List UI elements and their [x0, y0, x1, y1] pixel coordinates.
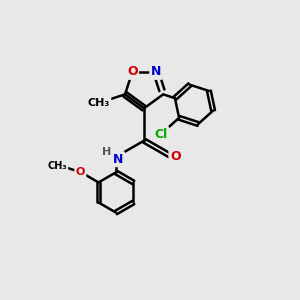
Text: O: O [127, 65, 138, 78]
Text: O: O [170, 150, 181, 163]
Text: N: N [151, 65, 161, 78]
Text: N: N [113, 153, 124, 166]
Text: CH₃: CH₃ [88, 98, 110, 108]
Text: CH₃: CH₃ [47, 161, 67, 171]
Text: O: O [76, 167, 85, 177]
Text: H: H [102, 147, 111, 158]
Text: Cl: Cl [154, 128, 168, 141]
